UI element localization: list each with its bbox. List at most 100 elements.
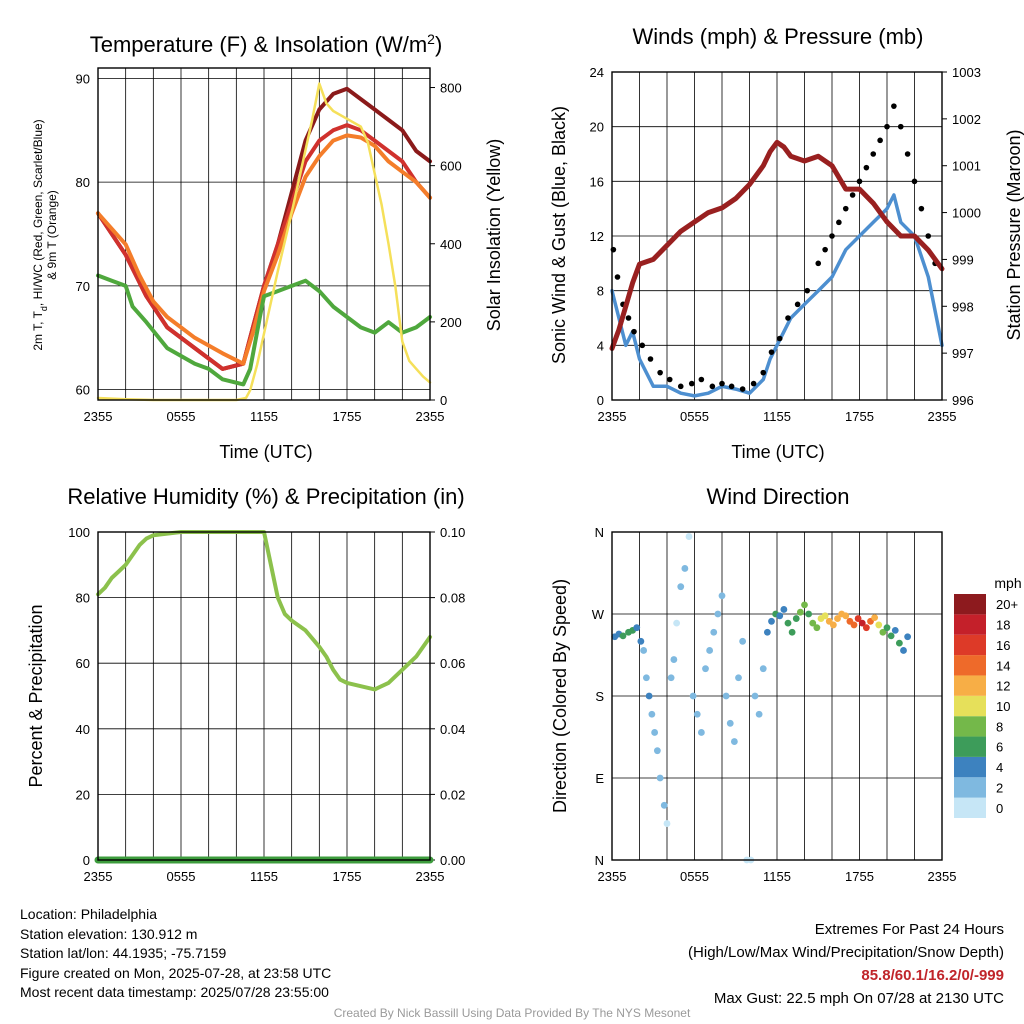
wind-direction-point bbox=[784, 619, 792, 627]
wind-direction-point bbox=[689, 692, 697, 700]
wind-direction-point bbox=[633, 624, 641, 632]
latlon-text: Station lat/lon: 44.1935; -75.7159 bbox=[20, 945, 227, 961]
winds-y2-tick-label: 1003 bbox=[952, 65, 981, 80]
direction-x-tick-label: 1155 bbox=[763, 869, 791, 884]
temperature-y2-tick-label: 600 bbox=[440, 159, 462, 174]
gust-point bbox=[897, 123, 904, 130]
direction-ylabel: Direction (Colored By Speed) bbox=[550, 579, 570, 813]
colorbar-swatch bbox=[954, 716, 986, 737]
gust-point bbox=[657, 369, 663, 376]
gust-point bbox=[836, 219, 842, 226]
temperature-x-tick-label: 1755 bbox=[333, 409, 362, 424]
colorbar-label: 8 bbox=[996, 719, 1003, 734]
humidity-x-tick-label: 0555 bbox=[167, 869, 196, 884]
gust-point bbox=[925, 233, 932, 239]
temperature-y2-tick-label: 200 bbox=[440, 315, 462, 330]
direction-x-tick-label: 0555 bbox=[680, 869, 709, 884]
dewpoint-line bbox=[96, 273, 432, 387]
wind-direction-point bbox=[842, 612, 850, 620]
wind-direction-point bbox=[667, 674, 675, 682]
humidity-ylabel: Percent & Precipitation bbox=[26, 604, 46, 787]
winds-y-tick-label: 20 bbox=[590, 120, 604, 135]
colorbar-swatch bbox=[954, 797, 986, 818]
winds-y-tick-label: 0 bbox=[597, 393, 604, 408]
wind-direction-point bbox=[792, 615, 800, 622]
wind-direction-point bbox=[887, 632, 895, 640]
extremes-info: Extremes For Past 24 Hours (High/Low/Max… bbox=[688, 918, 1004, 1010]
wind-direction-point bbox=[796, 608, 804, 616]
wind-direction-point bbox=[809, 619, 817, 627]
colorbar-label: 12 bbox=[996, 679, 1010, 694]
direction-y-tick-label: N bbox=[595, 853, 604, 868]
gust-point bbox=[884, 123, 890, 130]
gust-point bbox=[698, 376, 705, 383]
humidity-x-tick-label: 1755 bbox=[333, 869, 362, 884]
wind-direction-point bbox=[693, 710, 701, 718]
gust-point bbox=[829, 233, 835, 239]
gust-point bbox=[877, 137, 883, 144]
colorbar-label: 18 bbox=[996, 618, 1010, 633]
gust-point bbox=[728, 383, 735, 390]
wind-direction-point bbox=[891, 627, 899, 634]
winds-y2-tick-label: 996 bbox=[952, 393, 974, 408]
wind-direction-point bbox=[642, 674, 650, 682]
temperature-y2label: Solar Insolation (Yellow) bbox=[484, 139, 504, 331]
humidity-y-tick-label: 20 bbox=[76, 787, 90, 802]
colorbar-swatch bbox=[954, 675, 986, 696]
colorbar-swatch bbox=[954, 736, 986, 757]
winds-y2-tick-label: 1002 bbox=[952, 112, 981, 127]
winds-y-tick-label: 12 bbox=[590, 229, 604, 244]
gust-point bbox=[815, 260, 822, 267]
wind-direction-point bbox=[640, 647, 648, 654]
direction-data-marks bbox=[611, 533, 912, 864]
gust-point bbox=[870, 151, 877, 157]
gust-point bbox=[625, 315, 632, 321]
wind-direction-point bbox=[730, 738, 738, 745]
temperature-plot-area: 60 70 80 90 0 200 400 600 800 2355 0555 1155 1755 235… bbox=[76, 67, 462, 424]
winds-y-tick-label: 24 bbox=[590, 65, 604, 80]
gust-point bbox=[822, 246, 828, 253]
gust-point bbox=[842, 205, 849, 212]
temperature-9m-line bbox=[96, 133, 432, 366]
created-text: Figure created on Mon, 2025-07-28, at 23… bbox=[20, 964, 332, 981]
humidity-y2-tick-label: 0.02 bbox=[440, 787, 465, 802]
wind-direction-point bbox=[829, 621, 837, 629]
credit-text: Created By Nick Bassill Using Data Provi… bbox=[333, 1006, 691, 1020]
winds-x-tick-label: 2355 bbox=[928, 409, 957, 424]
wind-direction-point bbox=[751, 692, 759, 700]
colorbar-swatch bbox=[954, 634, 986, 656]
gust-point bbox=[794, 301, 801, 308]
humidity-panel-title: Relative Humidity (%) & Precipitation (i… bbox=[67, 484, 464, 509]
gust-point bbox=[719, 380, 725, 387]
extremes-description: (High/Low/Max Wind/Precipitation/Snow De… bbox=[688, 944, 1004, 961]
colorbar-swatch bbox=[954, 614, 986, 635]
gust-point bbox=[688, 380, 695, 387]
wind-direction-point bbox=[677, 583, 685, 591]
winds-y2-tick-label: 997 bbox=[952, 346, 974, 361]
humidity-x-tick-label: 1155 bbox=[250, 869, 278, 884]
wind-direction-point bbox=[821, 612, 829, 620]
temperature-x-tick-label: 2355 bbox=[84, 409, 113, 424]
wind-direction-point bbox=[697, 729, 705, 736]
gust-point bbox=[891, 103, 897, 109]
humidity-x-tick-label: 2355 bbox=[416, 869, 445, 884]
winds-data-marks bbox=[609, 103, 945, 398]
wind-direction-point bbox=[673, 619, 681, 627]
wind-direction-point bbox=[663, 820, 671, 827]
wind-direction-point bbox=[681, 565, 689, 572]
temperature-x-tick-label: 0555 bbox=[167, 409, 196, 424]
wind-direction-point bbox=[900, 647, 907, 654]
colorbar-swatch bbox=[954, 695, 986, 717]
wind-direction-point bbox=[706, 647, 714, 654]
humidity-y2-tick-label: 0.06 bbox=[440, 656, 465, 671]
gust-point bbox=[904, 151, 911, 157]
winds-y-tick-label: 16 bbox=[590, 174, 604, 189]
direction-y-tick-label: N bbox=[595, 525, 604, 540]
gust-point bbox=[666, 376, 673, 383]
colorbar-label: 20+ bbox=[996, 597, 1018, 612]
colorbar-swatch bbox=[954, 594, 986, 615]
temperature-2m-line bbox=[96, 123, 432, 371]
wind-direction-point bbox=[718, 592, 726, 600]
humidity-y-tick-label: 80 bbox=[76, 591, 90, 606]
